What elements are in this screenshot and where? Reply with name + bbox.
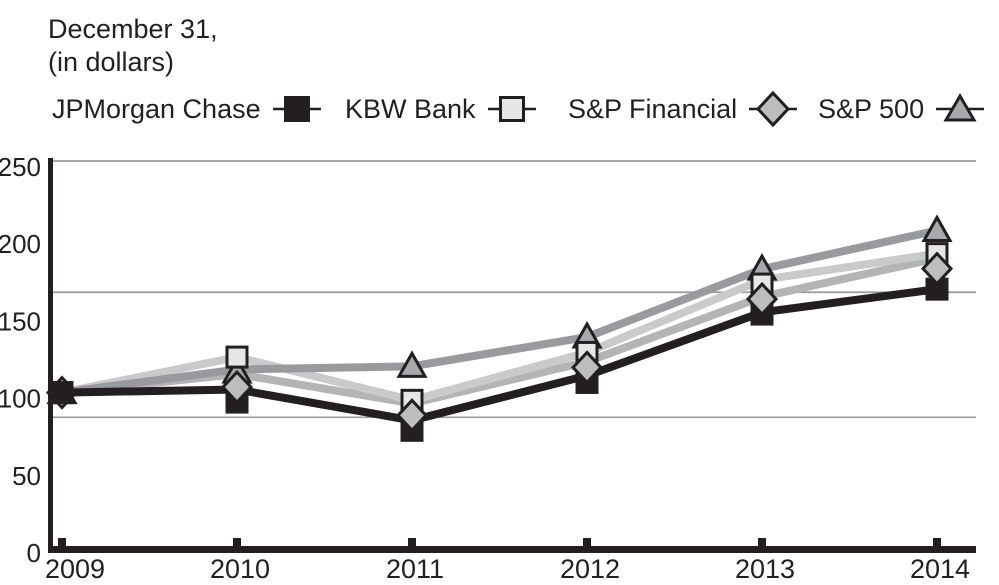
marker-s-p-500-2011 bbox=[396, 350, 428, 378]
series-line-kbw-bank bbox=[61, 249, 938, 405]
marker-s-p-financial-2011 bbox=[395, 398, 429, 433]
x-axis-label: 2014 bbox=[910, 554, 970, 584]
x-axis-tick bbox=[233, 538, 241, 546]
legend-label-s-p-500: S&P 500 bbox=[818, 93, 925, 124]
series-line-jpmorgan-chase bbox=[61, 285, 938, 425]
legend-label-jpmorgan-chase: JPMorgan Chase bbox=[52, 93, 261, 124]
series-line-s-p-500 bbox=[61, 226, 938, 397]
chart-title: December 31, (in dollars) bbox=[48, 13, 218, 79]
triangle-marker-icon bbox=[936, 93, 985, 122]
series-line-s-p-financial bbox=[61, 254, 938, 408]
chart-title-line2: (in dollars) bbox=[48, 47, 175, 77]
y-axis bbox=[48, 158, 53, 553]
marker-s-p-financial-2012 bbox=[570, 350, 604, 385]
y-axis-label: 100 bbox=[0, 384, 41, 414]
x-axis-label: 2010 bbox=[210, 554, 270, 584]
legend-marker-shape bbox=[943, 93, 977, 122]
legend-label-s-p-financial: S&P Financial bbox=[568, 93, 738, 124]
y-axis-label: 150 bbox=[0, 306, 41, 336]
marker-jpmorgan-chase-2009 bbox=[50, 381, 74, 405]
x-axis-label: 2012 bbox=[560, 554, 620, 584]
y-axis-label: 50 bbox=[12, 461, 41, 491]
legend-marker-shape bbox=[756, 90, 791, 128]
square-marker-icon bbox=[487, 96, 536, 122]
marker-s-p-500-2014 bbox=[921, 214, 953, 242]
x-axis-tick bbox=[583, 538, 591, 546]
x-axis-tick bbox=[758, 538, 766, 546]
marker-s-p-financial-2014 bbox=[920, 251, 954, 286]
x-axis bbox=[48, 546, 976, 553]
legend-marker-shape bbox=[283, 96, 310, 122]
y-axis-label: 200 bbox=[0, 229, 41, 259]
marker-s-p-financial-2013 bbox=[745, 281, 779, 317]
x-axis-tick bbox=[58, 538, 66, 546]
x-axis-tick bbox=[408, 538, 416, 546]
y-axis-label: 0 bbox=[27, 538, 41, 568]
x-axis-label: 2011 bbox=[386, 554, 444, 584]
legend-marker-shape bbox=[498, 96, 525, 122]
legend-item-s-p-500: S&P 500 bbox=[818, 90, 985, 128]
legend-item-s-p-financial: S&P Financial bbox=[568, 90, 798, 128]
square-marker-icon bbox=[272, 96, 321, 122]
legend-item-kbw-bank: KBW Bank bbox=[345, 90, 537, 128]
legend: JPMorgan Chase KBW Bank S&P Financial S&P 5… bbox=[0, 90, 999, 128]
y-axis-label: 250 bbox=[0, 152, 41, 182]
x-axis-label: 2013 bbox=[735, 554, 795, 584]
marker-s-p-financial-2010 bbox=[220, 369, 254, 405]
x-axis-label: 2009 bbox=[45, 554, 105, 584]
diamond-marker-icon bbox=[749, 90, 798, 128]
marker-kbw-bank-2010 bbox=[225, 345, 249, 369]
x-axis-tick bbox=[933, 538, 941, 546]
chart-title-line1: December 31, bbox=[48, 14, 218, 44]
legend-label-kbw-bank: KBW Bank bbox=[345, 93, 476, 124]
legend-item-jpmorgan-chase: JPMorgan Chase bbox=[52, 90, 322, 128]
